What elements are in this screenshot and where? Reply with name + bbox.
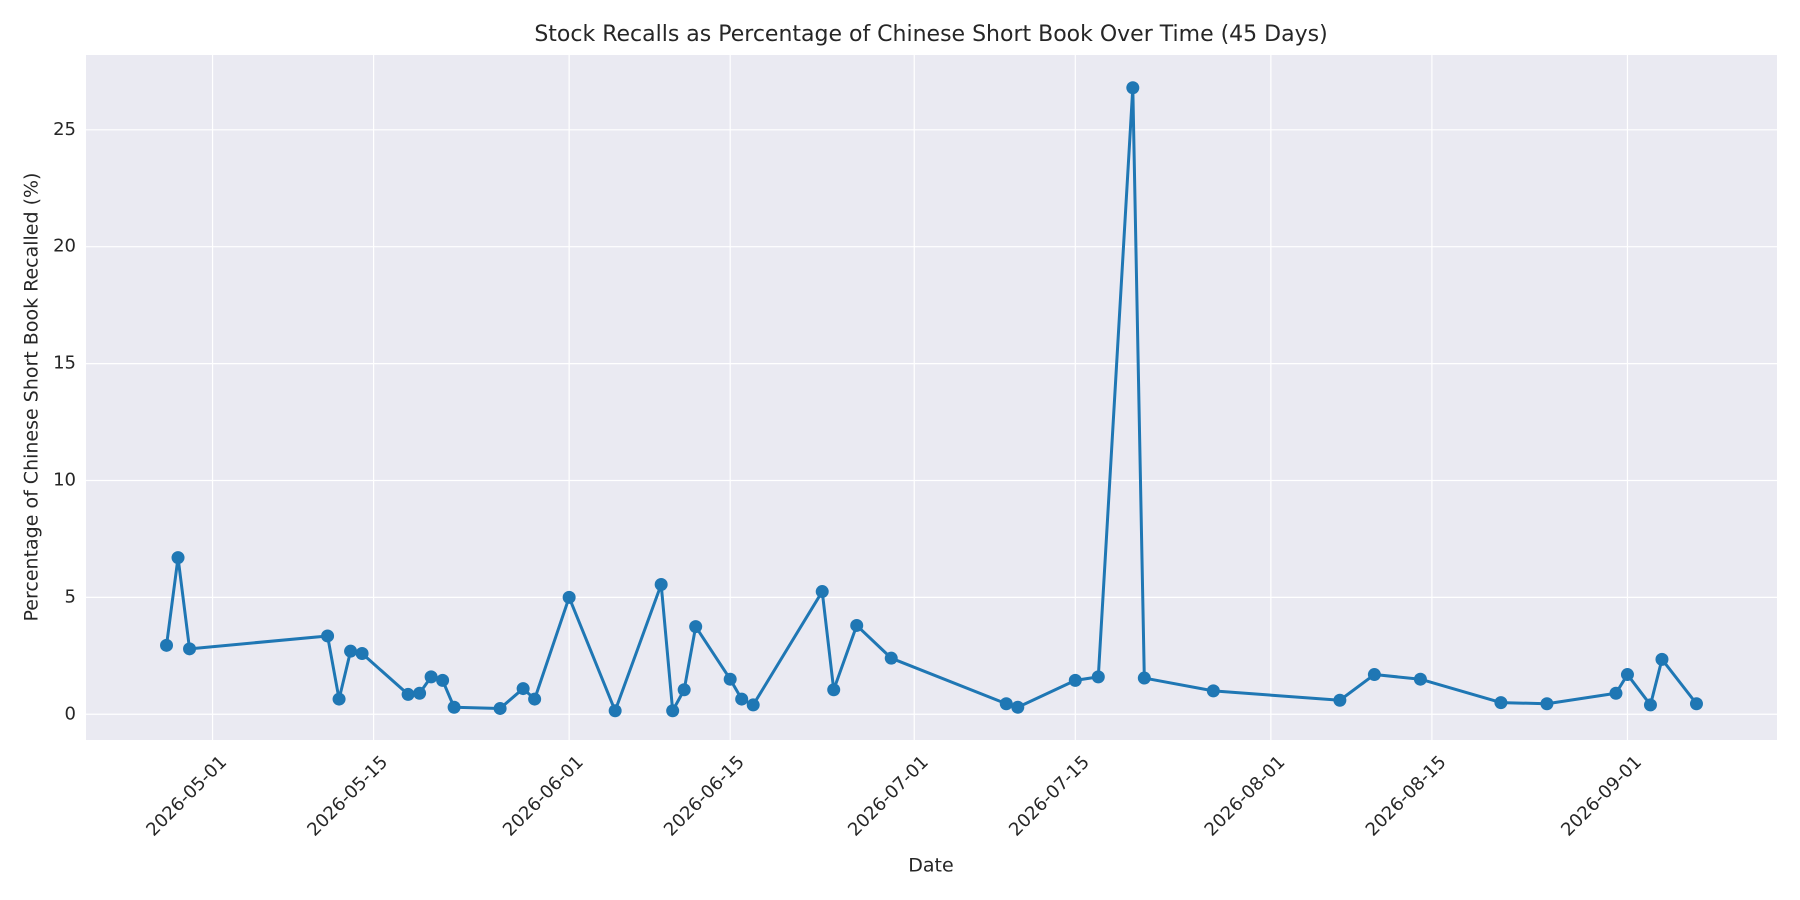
data-point: [528, 692, 542, 706]
data-point: [516, 682, 530, 696]
data-point: [746, 698, 760, 712]
data-point: [1011, 700, 1025, 714]
chart-title: Stock Recalls as Percentage of Chinese S…: [534, 22, 1327, 47]
data-point: [1367, 668, 1381, 682]
data-point: [1609, 686, 1623, 700]
x-axis-label: Date: [908, 855, 953, 877]
x-tick-label: 2026-09-01: [1557, 752, 1646, 841]
data-point: [355, 646, 369, 660]
x-tick-label: 2026-07-01: [844, 752, 933, 841]
data-point: [689, 620, 703, 634]
x-tick-label: 2026-08-15: [1362, 752, 1451, 841]
data-point: [815, 585, 829, 599]
data-point: [608, 704, 622, 718]
data-point: [1126, 81, 1140, 95]
y-tick-label: 10: [53, 469, 76, 490]
x-tick-label: 2026-05-15: [303, 752, 392, 841]
data-point: [436, 673, 450, 687]
x-tick-label: 2026-06-01: [499, 752, 588, 841]
data-point: [1655, 652, 1669, 666]
data-point: [447, 700, 461, 714]
y-tick-label: 25: [53, 119, 76, 140]
data-point: [827, 683, 841, 697]
x-tick-label: 2026-08-01: [1201, 752, 1290, 841]
data-point: [884, 651, 898, 665]
y-tick-label: 0: [65, 703, 76, 724]
y-axis-label: Percentage of Chinese Short Book Recalle…: [21, 173, 43, 622]
data-point: [1643, 698, 1657, 712]
data-point: [1620, 668, 1634, 682]
y-tick-label: 5: [65, 586, 76, 607]
y-tick-label: 15: [53, 353, 76, 374]
data-point: [1091, 670, 1105, 684]
data-point: [1333, 693, 1347, 707]
data-point: [735, 692, 749, 706]
data-point: [1413, 672, 1427, 686]
data-point: [1494, 696, 1508, 710]
x-tick-label: 2026-06-15: [660, 752, 749, 841]
data-point: [1206, 684, 1220, 698]
data-point: [183, 642, 197, 656]
data-point: [1689, 697, 1703, 711]
y-tick-label: 20: [53, 236, 76, 257]
data-point: [321, 629, 335, 643]
x-tick-label: 2026-05-01: [142, 752, 231, 841]
data-point: [562, 590, 576, 604]
data-point: [160, 638, 174, 652]
data-point: [999, 697, 1013, 711]
x-tick-label: 2026-07-15: [1005, 752, 1094, 841]
data-point: [723, 672, 737, 686]
data-point: [424, 670, 438, 684]
data-point: [171, 551, 185, 565]
data-point: [654, 578, 668, 592]
data-point: [850, 618, 864, 632]
data-point: [677, 683, 691, 697]
data-point: [493, 701, 507, 715]
plot-area: [86, 55, 1777, 740]
data-point: [413, 686, 427, 700]
data-point: [1068, 673, 1082, 687]
data-point: [666, 704, 680, 718]
data-point: [344, 644, 358, 658]
data-point: [401, 687, 415, 701]
data-point: [332, 692, 346, 706]
data-point: [1137, 671, 1151, 685]
data-point: [1540, 697, 1554, 711]
